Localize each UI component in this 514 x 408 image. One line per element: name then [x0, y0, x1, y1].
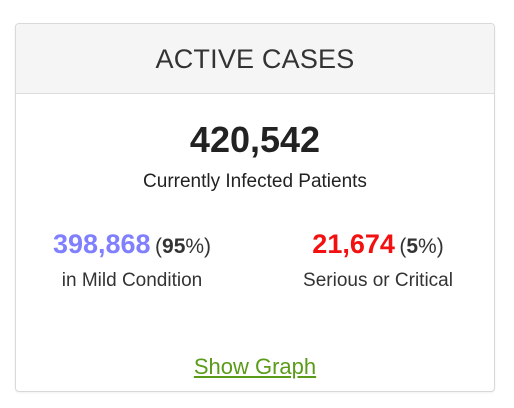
show-graph-link[interactable]: Show Graph	[193, 354, 317, 379]
serious-count: 21,674	[312, 229, 395, 259]
serious-percent-open: (	[399, 235, 407, 258]
mild-caption: in Mild Condition	[61, 270, 203, 291]
serious-percent: (5%)	[399, 235, 443, 258]
mild-condition-stat: 398,868 (95%) in Mild Condition	[26, 227, 238, 293]
serious-caption: Serious or Critical	[303, 270, 453, 291]
total-caption: Currently Infected Patients	[143, 171, 367, 192]
total-active-cases: 420,542	[189, 119, 321, 160]
mild-percent-close: %)	[185, 235, 212, 258]
card-header: ACTIVE CASES	[16, 24, 494, 94]
serious-stat-line: 21,674 (5%)	[272, 227, 484, 266]
active-cases-card: ACTIVE CASES 420,542 Currently Infected …	[15, 23, 495, 392]
serious-condition-stat: 21,674 (5%) Serious or Critical	[272, 227, 484, 293]
serious-percent-value: 5	[406, 235, 419, 258]
mild-percent-value: 95	[162, 235, 186, 258]
mild-percent: (95%)	[155, 235, 211, 258]
show-graph-container: Show Graph	[16, 354, 494, 380]
mild-stat-line: 398,868 (95%)	[26, 227, 238, 266]
mild-percent-open: (	[155, 235, 163, 258]
card-title: ACTIVE CASES	[155, 44, 355, 74]
mild-count: 398,868	[52, 229, 151, 259]
serious-percent-close: %)	[418, 235, 444, 258]
